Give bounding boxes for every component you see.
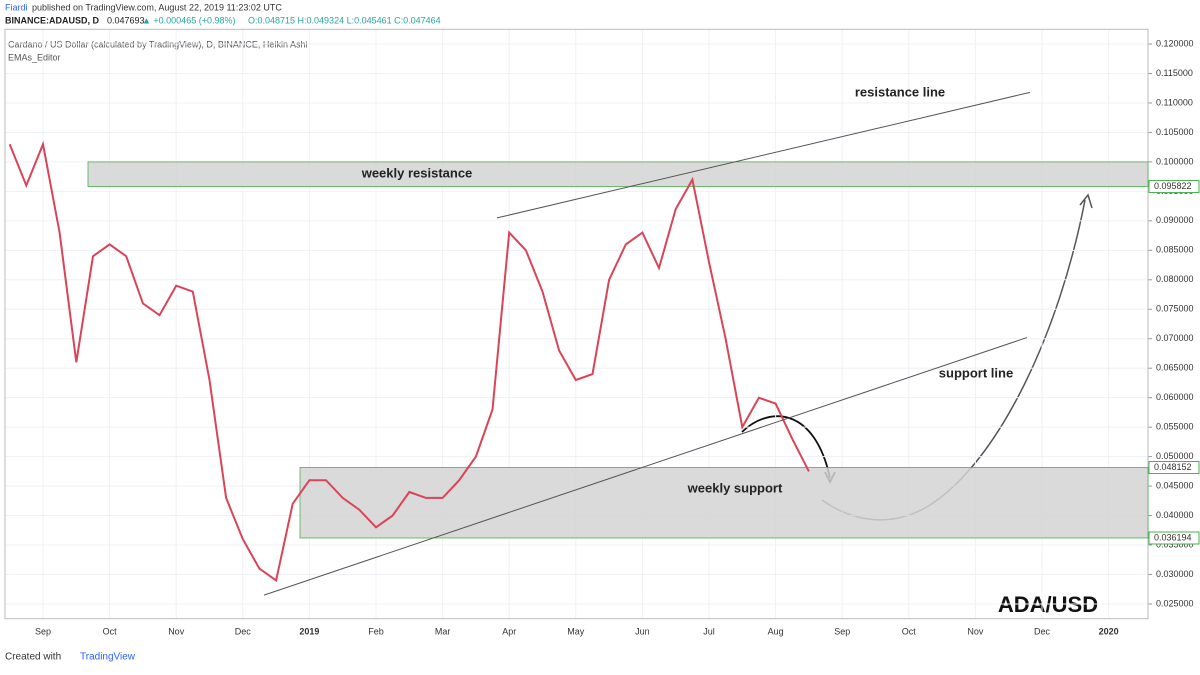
x-tick-label: Mar <box>435 626 451 636</box>
x-tick-label: Sep <box>35 626 51 636</box>
y-tick-label: 0.110000 <box>1156 97 1193 107</box>
y-tick-label: 0.045000 <box>1156 480 1194 490</box>
zone-label: weekly resistance <box>361 166 473 181</box>
zone-label: weekly support <box>687 480 783 495</box>
x-tick-label: Dec <box>1034 626 1051 636</box>
price-tag-label: 0.095822 <box>1154 181 1192 191</box>
published: published on TradingView.com, August 22,… <box>32 2 282 12</box>
trend-label: resistance line <box>855 84 945 99</box>
price-line <box>8 140 810 583</box>
x-tick-label: Nov <box>967 626 984 636</box>
footer-brand: TradingView <box>80 652 136 663</box>
y-tick-label: 0.070000 <box>1156 333 1194 343</box>
y-tick-label: 0.030000 <box>1156 569 1194 579</box>
y-tick-label: 0.040000 <box>1156 510 1194 520</box>
price-tag <box>1148 180 1200 194</box>
y-tick-label: 0.085000 <box>1156 245 1194 255</box>
x-tick-label: May <box>567 626 585 636</box>
price-tag <box>1148 461 1200 475</box>
y-tick-label: 0.025000 <box>1156 598 1194 608</box>
x-tick-label: 2020 <box>1099 626 1119 636</box>
x-tick-label: Aug <box>768 626 784 636</box>
x-tick-label: Jun <box>635 626 650 636</box>
last-price: 0.047693 <box>107 15 145 25</box>
zone <box>87 161 1149 187</box>
x-tick-label: 2019 <box>299 626 319 636</box>
plot-frame <box>4 28 1149 620</box>
trend-line <box>263 337 1028 596</box>
footer-created: Created with <box>5 652 61 663</box>
author: Fiardi <box>5 2 28 12</box>
y-tick-label: 0.115000 <box>1156 68 1193 78</box>
y-tick-label: 0.065000 <box>1156 363 1194 373</box>
zone <box>299 467 1149 539</box>
indicator: EMAs_Editor <box>8 52 61 62</box>
y-tick-label: 0.090000 <box>1156 215 1194 225</box>
x-tick-label: Oct <box>103 626 118 636</box>
x-tick-label: Nov <box>168 626 185 636</box>
x-tick-label: Jul <box>703 626 715 636</box>
y-tick-label: 0.105000 <box>1156 127 1194 137</box>
x-tick-label: Sep <box>834 626 850 636</box>
y-tick-label: 0.120000 <box>1156 38 1194 48</box>
y-tick-label: 0.075000 <box>1156 304 1194 314</box>
arrow-head <box>1079 193 1093 209</box>
price-tag-label: 0.048152 <box>1154 462 1192 472</box>
symbol: BINANCE:ADAUSD, D <box>5 15 99 25</box>
x-tick-label: Dec <box>235 626 252 636</box>
x-tick-label: Feb <box>368 626 384 636</box>
ohlc: O:0.048715 H:0.049324 L:0.045461 C:0.047… <box>248 15 441 25</box>
y-tick-label: 0.060000 <box>1156 392 1194 402</box>
y-tick-label: 0.050000 <box>1156 451 1194 461</box>
y-tick-label: 0.100000 <box>1156 156 1194 166</box>
x-tick-label: Apr <box>502 626 516 636</box>
trend-line <box>496 91 1031 219</box>
x-tick-label: Oct <box>902 626 917 636</box>
change: ▲ +0.000465 (+0.98%) <box>142 15 235 25</box>
y-tick-label: 0.080000 <box>1156 274 1194 284</box>
y-tick-label: 0.055000 <box>1156 422 1194 432</box>
trend-label: support line <box>939 365 1013 380</box>
price-tag <box>1148 531 1200 545</box>
price-tag-label: 0.036194 <box>1154 532 1192 542</box>
